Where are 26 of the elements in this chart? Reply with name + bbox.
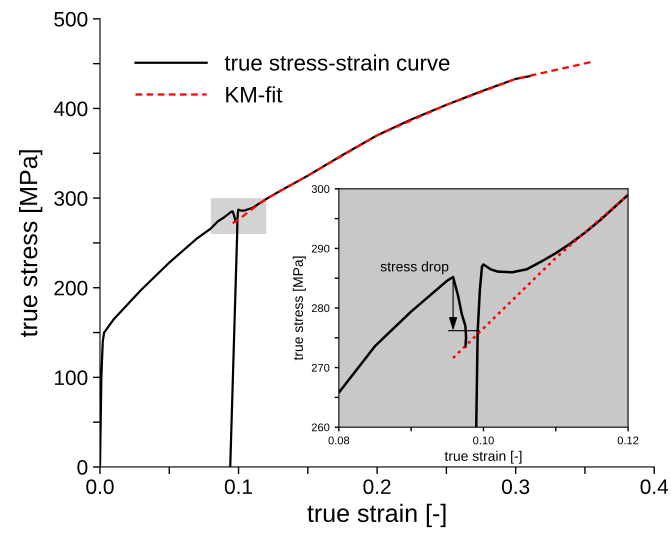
y-tick-label: 300 bbox=[312, 185, 330, 193]
x-tick-label: 0.10 bbox=[473, 436, 494, 444]
x-tick-label: 0.2 bbox=[363, 479, 391, 494]
annotation: stress drop bbox=[380, 261, 448, 274]
x-axis-title: true strain [-] bbox=[307, 504, 446, 528]
x-tick-label: 0.12 bbox=[618, 436, 638, 444]
y-axis-title: true stress [MPa] bbox=[19, 150, 42, 337]
y-tick-label: 400 bbox=[54, 101, 88, 116]
y-tick-label: 0 bbox=[77, 460, 88, 475]
legend-label: true stress-strain curve bbox=[224, 54, 450, 71]
x-tick-label: 0.4 bbox=[640, 479, 668, 494]
x-axis-title: true strain [-] bbox=[444, 450, 522, 464]
y-tick-label: 280 bbox=[312, 304, 330, 312]
y-tick-label: 270 bbox=[312, 364, 330, 372]
legend-label: KM-fit bbox=[226, 86, 282, 102]
y-tick-label: 260 bbox=[312, 423, 330, 432]
y-tick-label: 200 bbox=[54, 280, 88, 296]
y-tick-label: 100 bbox=[55, 370, 88, 386]
y-tick-label: 290 bbox=[312, 244, 330, 253]
y-tick-label: 500 bbox=[54, 12, 88, 27]
x-tick-label: 0.1 bbox=[224, 479, 252, 494]
y-axis-title: true stress [MPa] bbox=[292, 256, 306, 360]
y-tick-label: 300 bbox=[54, 191, 88, 206]
x-tick-label: 0.0 bbox=[86, 479, 114, 494]
x-tick-label: 0.3 bbox=[502, 479, 530, 494]
x-tick-label: 0.08 bbox=[328, 436, 350, 444]
